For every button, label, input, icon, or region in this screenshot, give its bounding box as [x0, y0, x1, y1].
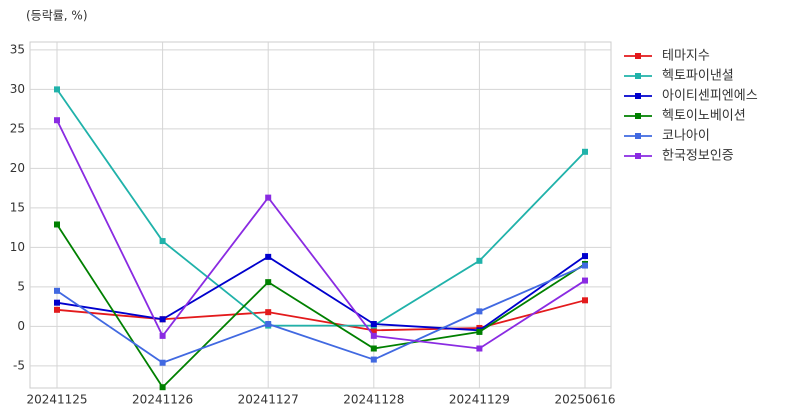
- legend-marker: [635, 113, 641, 119]
- point: [54, 221, 60, 228]
- legend-marker: [635, 153, 641, 159]
- point: [476, 308, 483, 315]
- y-tick-label: 30: [10, 82, 25, 96]
- point: [370, 345, 377, 352]
- point: [265, 279, 272, 286]
- series-line: [56, 88, 586, 327]
- point: [370, 321, 377, 328]
- x-tick-label: 20241129: [449, 393, 510, 407]
- legend-label: 코나아이: [662, 129, 710, 144]
- legend-label: 한국정보인증: [662, 149, 734, 164]
- y-tick-label: 20: [10, 161, 25, 175]
- point: [582, 262, 588, 269]
- point: [582, 253, 588, 260]
- point: [476, 257, 483, 264]
- point: [265, 253, 272, 260]
- series-line: [56, 223, 586, 389]
- chart-title: (등락률, %): [26, 9, 88, 23]
- series-line: [56, 255, 586, 332]
- legend-label: 아이티센피엔에스: [662, 89, 758, 104]
- point: [582, 297, 588, 304]
- point: [582, 148, 588, 155]
- x-tick-label: 20250616: [554, 393, 615, 407]
- point: [159, 384, 166, 391]
- y-tick-label: 5: [17, 279, 25, 293]
- y-tick-label: 10: [10, 240, 25, 254]
- x-tick-label: 20241127: [238, 393, 299, 407]
- point: [370, 332, 377, 339]
- y-tick-label: 35: [10, 42, 25, 56]
- point: [265, 194, 272, 201]
- point: [370, 356, 377, 363]
- point: [54, 287, 60, 294]
- point: [54, 299, 60, 306]
- legend-marker: [635, 73, 641, 79]
- point: [476, 345, 483, 352]
- y-tick-label: 0: [17, 319, 25, 333]
- plot-area: [29, 41, 612, 389]
- point: [159, 316, 166, 323]
- point: [159, 238, 166, 245]
- x-tick-label: 20241126: [132, 393, 193, 407]
- point: [159, 332, 166, 339]
- y-tick-label: -5: [13, 358, 25, 372]
- point: [54, 117, 60, 124]
- y-tick-label: 25: [10, 121, 25, 135]
- series-line: [56, 119, 586, 350]
- point: [265, 321, 272, 328]
- legend-marker: [635, 93, 641, 99]
- series-line: [56, 299, 586, 332]
- x-tick-label: 20241125: [26, 393, 87, 407]
- point: [265, 309, 272, 316]
- legend-marker: [635, 53, 641, 59]
- legend-marker: [635, 133, 641, 139]
- point: [476, 328, 483, 335]
- x-tick-label: 20241128: [343, 393, 404, 407]
- point: [54, 86, 60, 93]
- legend-label: 헥토이노베이션: [662, 109, 746, 124]
- legend-label: 테마지수: [662, 49, 710, 64]
- series-line: [56, 264, 586, 364]
- point: [159, 359, 166, 366]
- point: [370, 327, 377, 334]
- point: [54, 306, 60, 313]
- y-tick-label: 15: [10, 200, 25, 214]
- point: [582, 277, 588, 284]
- legend-label: 헥토파이낸셜: [662, 69, 734, 84]
